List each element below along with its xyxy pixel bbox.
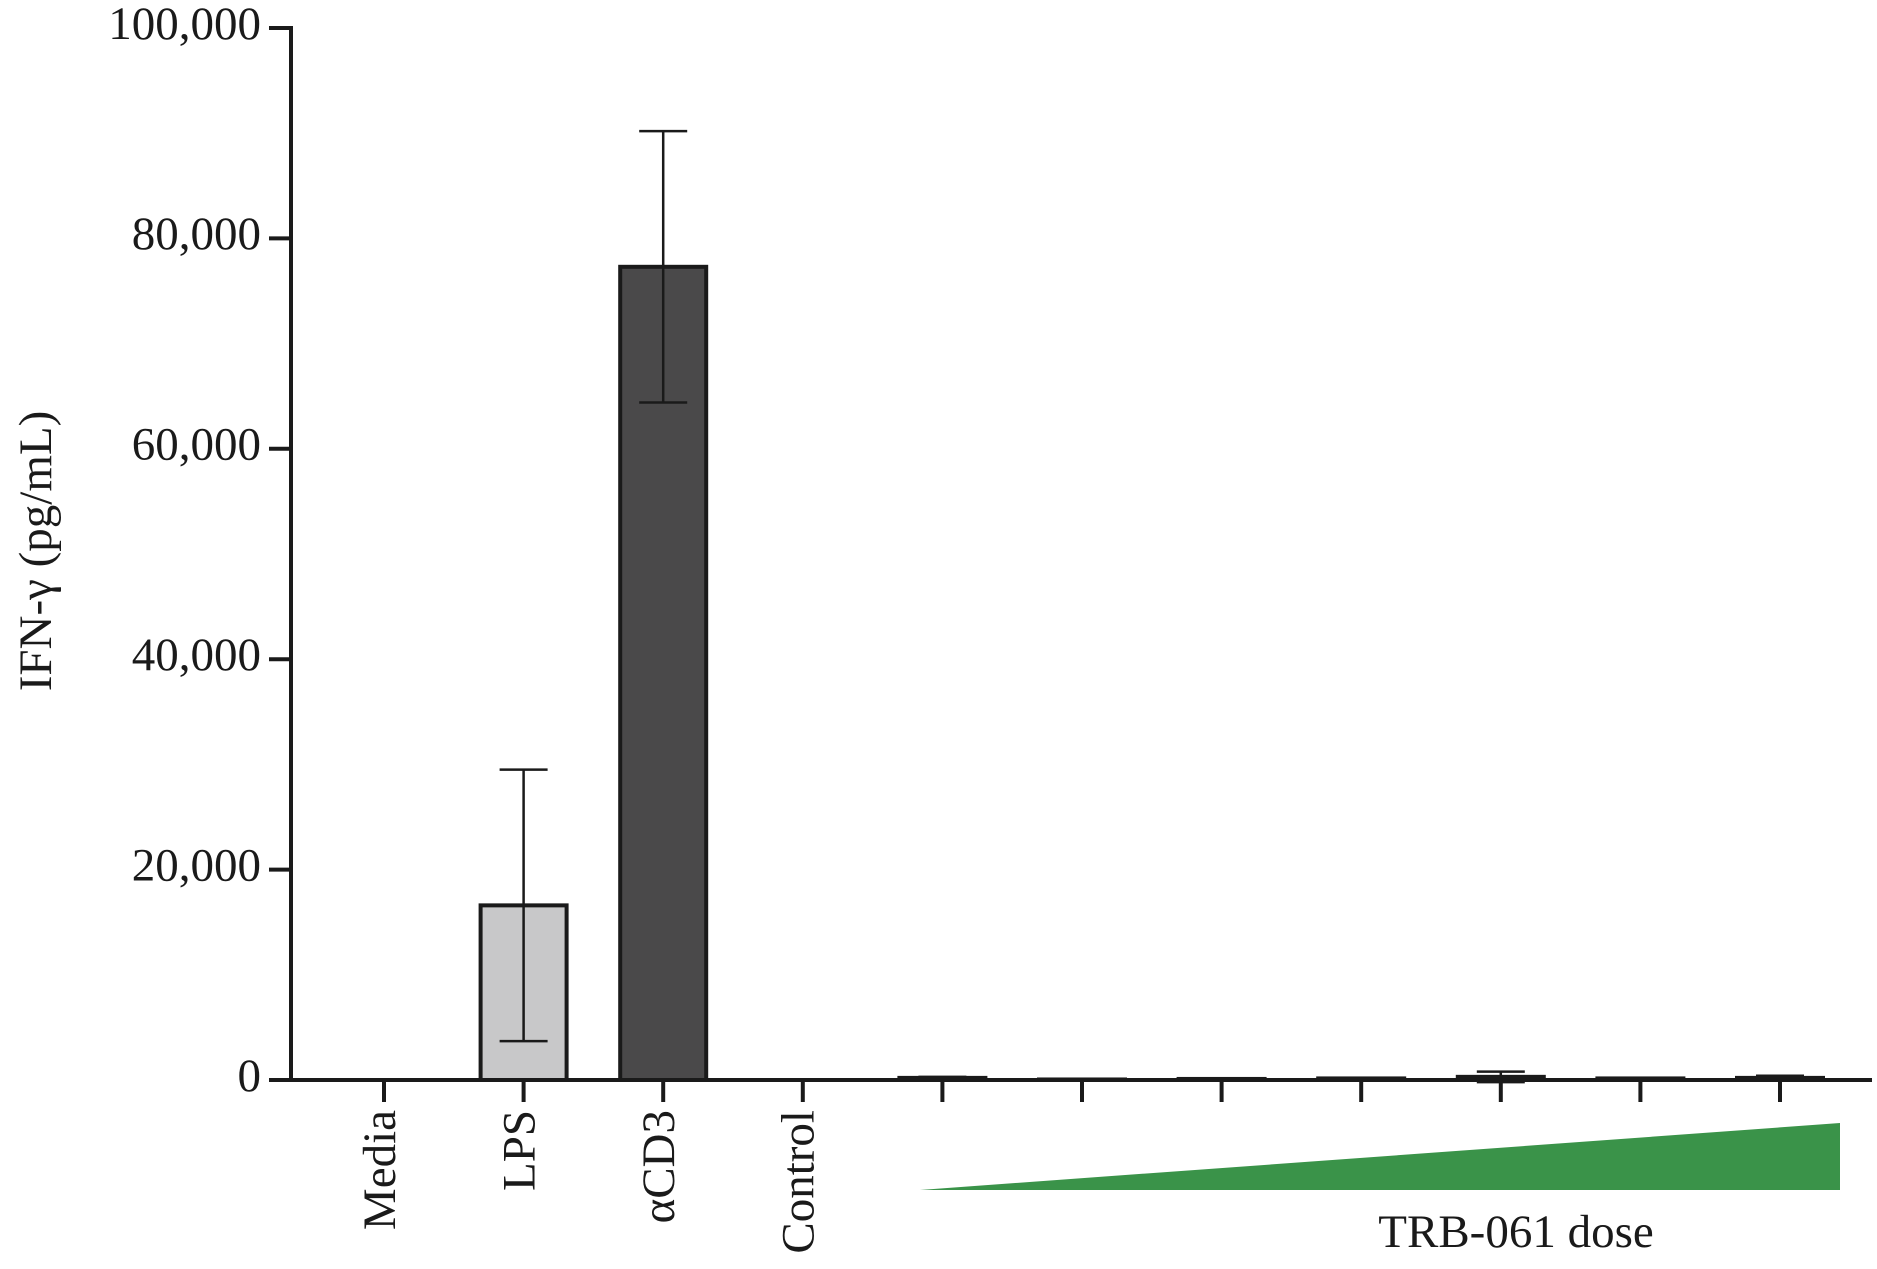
error-bar — [1197, 1077, 1246, 1081]
y-tick-label: 60,000 — [132, 419, 261, 471]
y-axis-label: IFN-γ (pg/mL) — [10, 411, 62, 692]
error-bar — [1756, 1074, 1804, 1082]
error-bar — [918, 1075, 967, 1081]
x-tick-label: LPS — [493, 1110, 545, 1191]
error-bar — [1337, 1076, 1386, 1081]
y-tick-label: 100,000 — [108, 0, 261, 50]
x-tick-label: αCD3 — [633, 1110, 685, 1223]
y-tick-label: 80,000 — [132, 208, 261, 260]
x-tick-label: Media — [354, 1110, 406, 1230]
error-bar — [1476, 1070, 1525, 1084]
error-bar — [499, 768, 548, 1043]
x-tick-label: Control — [773, 1110, 825, 1254]
error-bar — [1616, 1076, 1665, 1081]
y-tick-label: 20,000 — [132, 839, 261, 891]
dose-triangle — [920, 1123, 1840, 1190]
error-bar — [1058, 1077, 1106, 1082]
y-tick-label: 0 — [238, 1050, 262, 1102]
y-tick-label: 40,000 — [132, 629, 261, 681]
annotation: TRB-061 dose — [1378, 1206, 1653, 1258]
error-bar — [639, 129, 688, 404]
